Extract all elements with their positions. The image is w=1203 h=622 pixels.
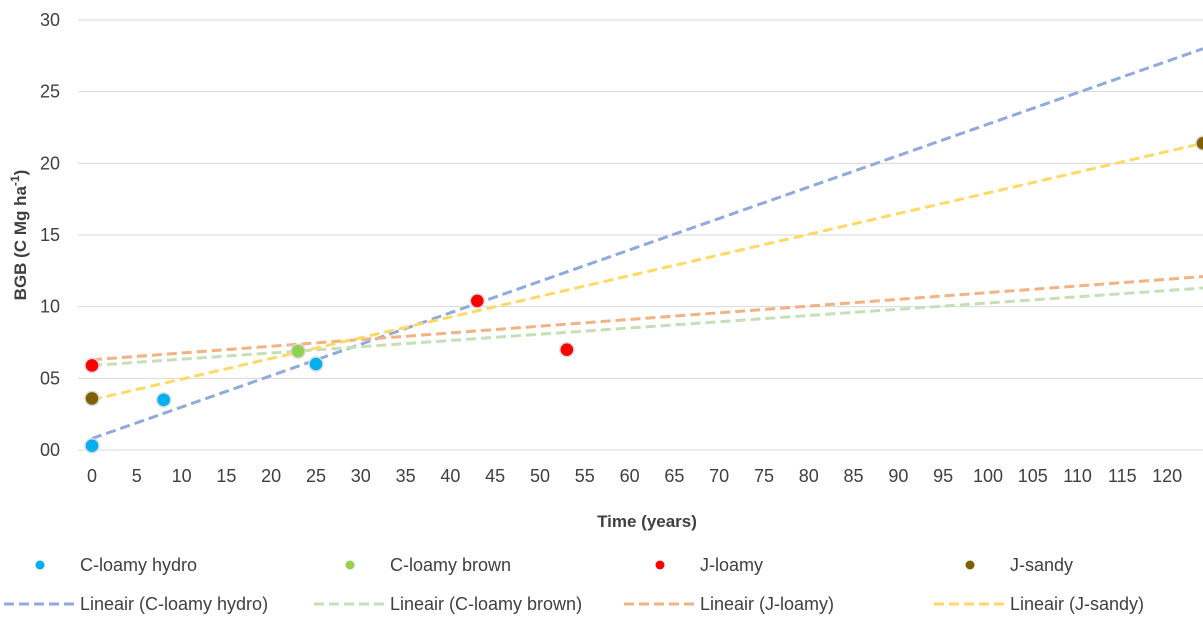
data-point-series-4: [1195, 135, 1203, 152]
x-tick-label: 20: [261, 466, 281, 486]
trendline-4: [91, 141, 1203, 402]
x-tick-label: 90: [888, 466, 908, 486]
y-tick-label: 05: [40, 368, 60, 388]
gridlines: [78, 19, 1203, 451]
legend-label-series-4: J-sandy: [1010, 555, 1073, 575]
legend-marker-series-3: [655, 560, 665, 570]
y-tick-label: 30: [40, 10, 60, 30]
x-tick-label: 45: [485, 466, 505, 486]
y-axis-title-close: ): [11, 170, 30, 176]
y-axis-title: BGB (C Mg ha-1): [8, 170, 30, 301]
x-tick-label: 65: [664, 466, 684, 486]
x-tick-label: 115: [1108, 466, 1137, 486]
x-tick-label: 120: [1152, 466, 1182, 486]
y-tick-label: 10: [40, 297, 60, 317]
x-tick-label: 75: [754, 466, 774, 486]
trendlines: [91, 47, 1203, 440]
legend-label-trendline-3: Lineair (J-loamy): [700, 594, 834, 614]
x-tick-label: 40: [440, 466, 460, 486]
x-tick-label: 100: [973, 466, 1003, 486]
data-point-series-1: [155, 392, 172, 408]
x-tick-label: 80: [799, 466, 819, 486]
trendline-1: [91, 47, 1203, 440]
data-point-series-4: [84, 390, 100, 407]
x-tick-label: 15: [216, 466, 236, 486]
legend-marker-series-2: [345, 560, 355, 570]
legend-label-series-1: C-loamy hydro: [80, 555, 197, 575]
x-tick-label: 10: [172, 466, 192, 486]
y-axis-ticks: 00 05 10 15 20 25 30: [40, 10, 60, 460]
x-tick-label: 35: [396, 466, 416, 486]
x-tick-label: 70: [709, 466, 729, 486]
y-axis-title-main: BGB (C Mg ha: [11, 185, 30, 300]
x-tick-label: 25: [306, 466, 326, 486]
y-tick-label: 25: [40, 82, 60, 102]
x-tick-label: 105: [1018, 466, 1048, 486]
data-points: [84, 135, 1203, 454]
y-tick-label: 00: [40, 440, 60, 460]
legend-label-trendline-1: Lineair (C-loamy hydro): [80, 594, 268, 614]
x-tick-label: 5: [132, 466, 142, 486]
trendline-3: [91, 275, 1203, 362]
data-point-series-2: [290, 343, 306, 359]
y-tick-label: 15: [40, 225, 60, 245]
legend-marker-series-1: [35, 560, 45, 570]
x-axis-ticks: 0 5 10 15 20 25 30 35 40 45 50 55 60 65 70 75 80 85 90 95 10…: [87, 466, 1182, 486]
trendline-2: [91, 286, 1203, 367]
data-point-series-3: [469, 293, 486, 309]
legend-label-trendline-4: Lineair (J-sandy): [1010, 594, 1144, 614]
data-point-series-3: [559, 341, 575, 358]
x-tick-label: 30: [351, 466, 371, 486]
x-axis-title: Time (years): [597, 512, 697, 531]
legend-label-trendline-2: Lineair (C-loamy brown): [390, 594, 582, 614]
x-tick-label: 85: [844, 466, 864, 486]
x-tick-label: 60: [620, 466, 640, 486]
legend: C-loamy hydro C-loamy brown J-loamy J-sandy…: [4, 555, 1144, 614]
data-point-series-1: [84, 437, 100, 454]
data-point-series-1: [308, 356, 324, 372]
x-tick-label: 50: [530, 466, 550, 486]
legend-marker-series-4: [965, 560, 975, 570]
y-axis-title-superscript: -1: [8, 175, 22, 186]
legend-label-series-3: J-loamy: [700, 555, 763, 575]
x-tick-label: 110: [1063, 466, 1092, 486]
legend-label-series-2: C-loamy brown: [390, 555, 511, 575]
data-point-series-3: [84, 357, 100, 374]
x-tick-label: 55: [575, 466, 595, 486]
y-tick-label: 20: [40, 153, 60, 173]
x-tick-label: 95: [933, 466, 953, 486]
x-tick-label: 0: [87, 466, 97, 486]
